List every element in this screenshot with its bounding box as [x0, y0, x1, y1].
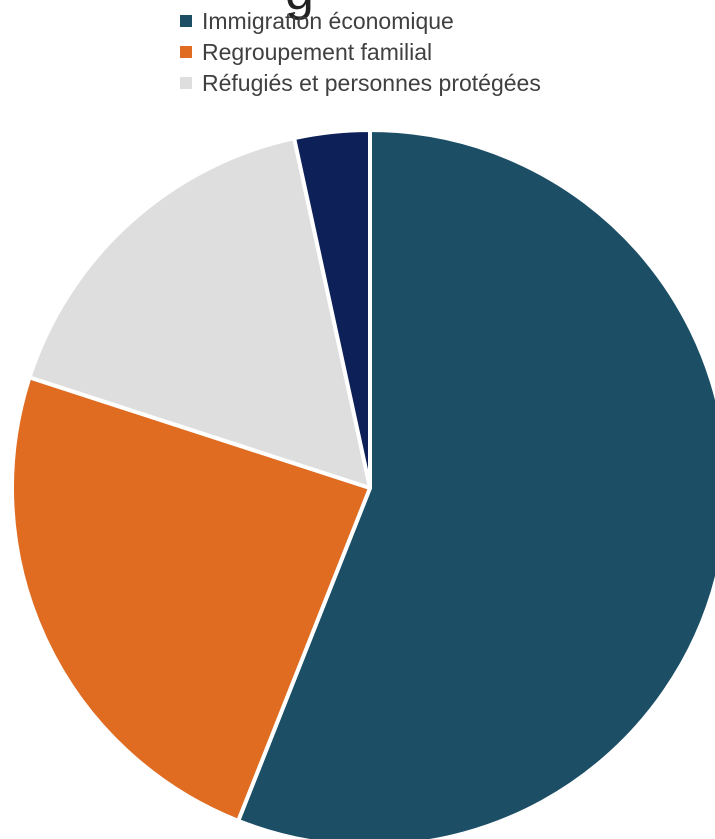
chart-title-fragment: g [285, 0, 314, 18]
legend-item-regroupement-familial: Regroupement familial [180, 37, 541, 67]
legend: Immigration économique Regroupement fami… [180, 6, 541, 99]
pie-slice-refugies [27, 136, 372, 490]
pie-slice-regroupement-familial [10, 375, 372, 823]
legend-label-refugies: Réfugiés et personnes protégées [202, 69, 541, 96]
legend-swatch-regroupement-familial [180, 46, 192, 58]
legend-item-immigration-economique: Immigration économique [180, 6, 541, 36]
pie-slice-immigration-economique [236, 128, 715, 839]
legend-swatch-immigration-economique [180, 15, 192, 27]
legend-swatch-refugies [180, 77, 192, 89]
pie-slice-other [292, 128, 372, 490]
legend-label-immigration-economique: Immigration économique [202, 7, 454, 34]
legend-label-regroupement-familial: Regroupement familial [202, 38, 433, 65]
legend-item-refugies: Réfugiés et personnes protégées [180, 68, 541, 98]
